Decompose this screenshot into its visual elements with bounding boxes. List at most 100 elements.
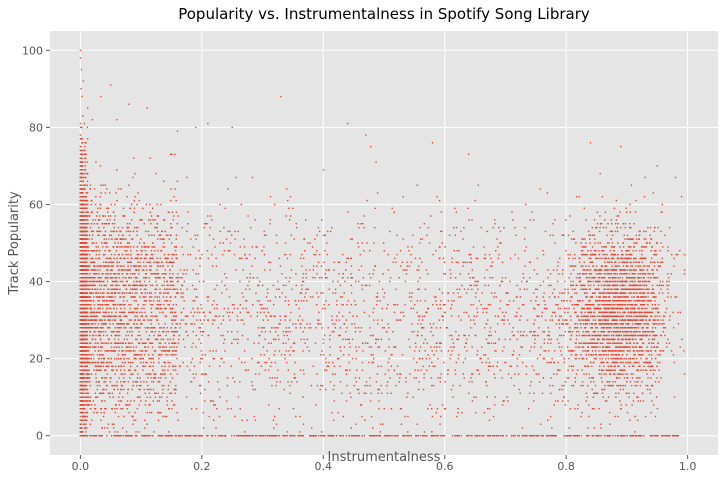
data-point	[92, 277, 95, 279]
data-point	[96, 388, 99, 391]
data-point	[81, 157, 83, 159]
data-point	[86, 365, 88, 367]
data-point	[87, 357, 89, 360]
data-point	[86, 246, 89, 248]
data-point	[504, 277, 507, 279]
data-point	[381, 307, 383, 310]
data-point	[85, 377, 88, 379]
data-point	[536, 273, 538, 275]
data-point	[126, 400, 129, 402]
data-point	[83, 404, 85, 406]
data-point	[98, 250, 101, 252]
data-point	[116, 408, 118, 410]
data-point	[121, 265, 123, 267]
data-point	[152, 219, 154, 221]
data-point	[89, 396, 91, 398]
data-point	[108, 319, 110, 321]
data-point	[306, 338, 308, 341]
data-point	[154, 296, 156, 298]
data-point	[646, 300, 648, 302]
data-point	[80, 257, 82, 260]
data-point	[86, 315, 88, 317]
data-point	[152, 400, 154, 402]
data-point	[158, 296, 160, 298]
data-point	[79, 207, 82, 209]
data-point	[557, 265, 559, 267]
data-point	[173, 346, 175, 348]
data-point	[124, 361, 126, 364]
data-point	[143, 381, 145, 383]
data-point	[163, 288, 166, 290]
data-point	[136, 253, 138, 256]
data-point	[82, 172, 84, 175]
data-point	[92, 323, 94, 325]
data-point	[88, 404, 90, 406]
data-point	[79, 211, 82, 213]
data-point	[135, 269, 137, 271]
data-point	[83, 257, 85, 260]
data-point	[143, 242, 145, 244]
data-point	[155, 307, 157, 310]
data-point	[79, 323, 82, 325]
data-point	[137, 327, 139, 329]
data-point	[81, 396, 83, 398]
data-point	[81, 361, 83, 364]
data-point	[164, 292, 166, 294]
data-point	[173, 261, 175, 263]
data-point	[610, 331, 612, 333]
data-point	[99, 346, 102, 348]
data-point	[347, 277, 349, 279]
data-point	[106, 315, 108, 317]
data-point	[164, 257, 166, 260]
data-point	[107, 211, 109, 213]
data-point	[175, 199, 177, 202]
data-point	[198, 384, 201, 387]
data-point	[162, 292, 165, 294]
data-point	[111, 280, 114, 283]
data-point	[83, 381, 85, 383]
data-point	[89, 277, 91, 279]
data-point	[93, 277, 95, 279]
data-point	[136, 284, 138, 287]
data-point	[112, 331, 114, 333]
data-point	[148, 392, 151, 394]
data-point	[82, 207, 84, 209]
data-point	[104, 350, 106, 352]
data-point	[145, 203, 148, 206]
data-point	[80, 203, 82, 206]
data-point	[98, 334, 100, 337]
data-point	[171, 153, 173, 155]
data-point	[120, 307, 122, 310]
data-point	[156, 296, 158, 298]
data-point	[99, 203, 102, 206]
data-point	[140, 381, 142, 383]
data-point	[102, 342, 104, 344]
data-point	[123, 307, 126, 310]
data-point	[88, 369, 90, 371]
data-point	[83, 199, 85, 202]
data-point	[133, 211, 135, 213]
data-point	[112, 300, 114, 302]
data-point	[88, 361, 90, 364]
data-point	[111, 392, 114, 394]
data-point	[140, 292, 143, 294]
data-point	[85, 292, 88, 294]
data-point	[103, 223, 106, 225]
data-point	[293, 350, 295, 352]
data-point	[150, 357, 153, 360]
data-point	[136, 311, 138, 314]
data-point	[163, 242, 165, 244]
data-point	[89, 184, 92, 186]
data-point	[164, 415, 166, 418]
data-point	[96, 327, 98, 329]
data-point	[100, 292, 102, 294]
data-point	[561, 384, 563, 387]
data-point	[463, 377, 465, 379]
data-point	[109, 269, 112, 271]
data-point	[93, 304, 96, 306]
data-point	[83, 415, 85, 418]
data-point	[82, 350, 84, 352]
data-point	[144, 404, 147, 406]
data-point	[82, 307, 84, 310]
data-point	[353, 323, 356, 325]
